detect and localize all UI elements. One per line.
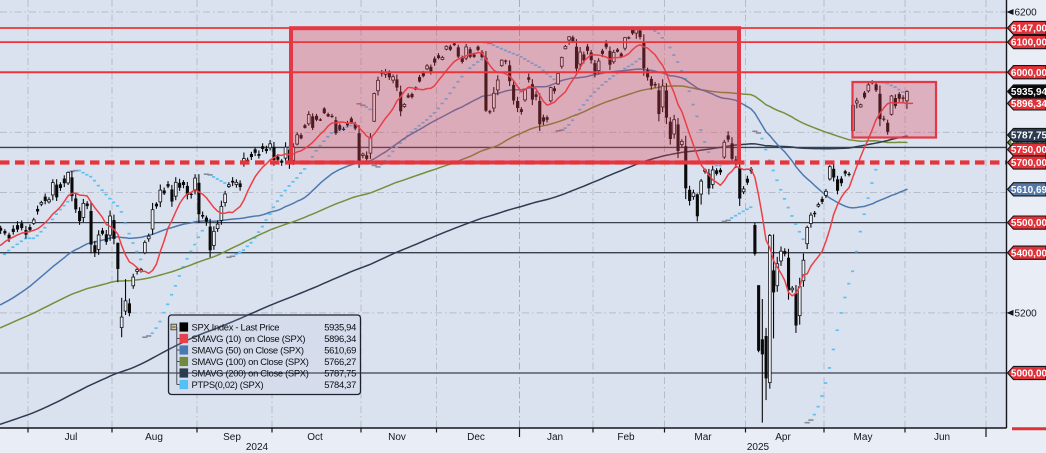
svg-text:2025: 2025	[747, 442, 770, 453]
svg-text:5200: 5200	[1015, 308, 1038, 319]
svg-text:6147,00: 6147,00	[1011, 24, 1046, 35]
svg-text:5750,00: 5750,00	[1011, 145, 1046, 156]
svg-text:5896,34: 5896,34	[324, 333, 356, 344]
svg-text:6200: 6200	[1015, 8, 1038, 19]
svg-text:2024: 2024	[246, 442, 269, 453]
svg-text:PTPS(0,02) (SPX): PTPS(0,02) (SPX)	[192, 379, 264, 390]
svg-text:Feb: Feb	[617, 432, 635, 443]
svg-text:5787,75: 5787,75	[324, 367, 356, 378]
svg-text:5784,37: 5784,37	[324, 379, 356, 390]
svg-text:May: May	[854, 432, 873, 443]
svg-text:5610,69: 5610,69	[324, 344, 356, 355]
svg-text:Aug: Aug	[145, 432, 163, 443]
svg-text:Mar: Mar	[694, 432, 712, 443]
svg-text:SMAVG (50) on Close (SPX): SMAVG (50) on Close (SPX)	[192, 344, 304, 355]
svg-text:5400,00: 5400,00	[1011, 248, 1046, 259]
svg-text:Dec: Dec	[467, 432, 485, 443]
svg-text:5700,00: 5700,00	[1011, 158, 1046, 169]
svg-text:5935,94: 5935,94	[1011, 87, 1046, 98]
svg-text:6100,00: 6100,00	[1011, 38, 1046, 49]
svg-text:SMAVG (10) on Close (SPX): SMAVG (10) on Close (SPX)	[192, 333, 306, 344]
svg-text:5610,69: 5610,69	[1011, 185, 1046, 196]
svg-text:SPX Index - Last Price: SPX Index - Last Price	[192, 321, 280, 332]
svg-text:5766,27: 5766,27	[324, 356, 356, 367]
svg-text:SMAVG (100) on Close (SPX): SMAVG (100) on Close (SPX)	[192, 356, 309, 367]
svg-text:6000,00: 6000,00	[1011, 68, 1046, 79]
svg-text:Apr: Apr	[775, 432, 791, 443]
svg-text:5000,00: 5000,00	[1011, 369, 1046, 380]
svg-text:Jun: Jun	[934, 432, 950, 443]
svg-text:5787,75: 5787,75	[1011, 131, 1046, 142]
svg-text:Nov: Nov	[388, 432, 406, 443]
svg-text:Jan: Jan	[547, 432, 563, 443]
svg-text:Sep: Sep	[223, 432, 241, 443]
svg-text:SMAVG (200) on Close (SPX): SMAVG (200) on Close (SPX)	[192, 367, 309, 378]
svg-text:Oct: Oct	[307, 432, 323, 443]
svg-text:5500,00: 5500,00	[1011, 218, 1046, 229]
svg-text:5935,94: 5935,94	[324, 321, 356, 332]
svg-text:5896,34: 5896,34	[1011, 99, 1046, 110]
svg-text:Jul: Jul	[65, 432, 78, 443]
